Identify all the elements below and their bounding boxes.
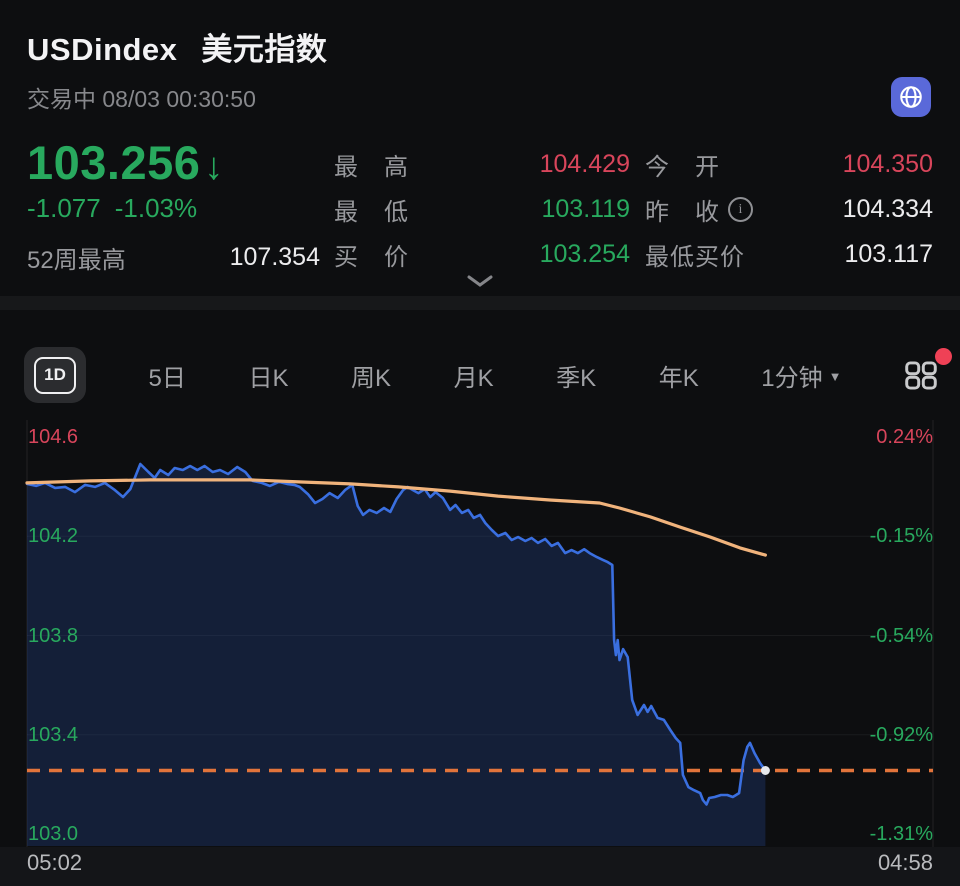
week52-label: 52周最高 [27,246,126,274]
tab-week-k[interactable]: 周K [351,364,392,392]
tab-month-k[interactable]: 月K [453,364,494,392]
y-axis-label-left: 103.0 [28,823,79,845]
y-axis-label-right: -1.31% [869,823,933,845]
y-axis-label-right: -0.54% [869,624,933,647]
time-label-start: 05:02 [27,850,83,875]
y-axis-label-left: 103.8 [28,624,79,647]
period-tabbar: 1D 5日 日K 周K 月K 季K 年K 1分钟 ▼ [24,344,953,406]
globe-icon [898,84,924,110]
y-axis-label-left: 104.2 [28,525,79,548]
time-label-end: 04:58 [877,850,933,875]
tab-1d-active[interactable]: 1D [24,347,86,403]
section-divider [0,296,960,310]
tab-5d[interactable]: 5日 [148,364,186,392]
y-axis-label-right: -0.92% [869,723,933,746]
stat-row-open: 今 开 104.350 [645,150,933,181]
y-axis-label-left: 103.4 [28,723,79,746]
trading-status: 交易中 08/03 00:30:50 [27,86,256,112]
y-axis-label-left: 104.6 [28,426,79,448]
stat-row-high: 最 高 104.429 [334,150,630,181]
chevron-down-icon: ▼ [828,368,842,384]
week52-value: 107.354 [229,242,320,271]
stats-column-2: 今 开 104.350 昨 收 i 104.334 最低买价 103.117 [645,142,933,277]
interval-dropdown[interactable]: 1分钟 ▼ [761,364,842,392]
change-value: -1.077 [27,193,101,223]
symbol-code: USDindex [27,32,178,67]
change-percent: -1.03% [114,193,198,223]
stats-column-1: 最 高 104.429 最 低 103.119 买 价 103.254 [334,142,630,277]
stat-row-prev-close: 昨 收 i 104.334 [645,195,933,226]
language-globe-button[interactable] [891,77,931,117]
tab-quarter-k[interactable]: 季K [556,364,597,392]
price-change: -1.077 -1.03% [27,193,211,224]
last-price: 103.256 ↓ [27,136,224,189]
stat-row-low: 最 低 103.119 [334,195,630,226]
grid-icon [905,360,937,390]
collapse-chevron-icon[interactable] [466,274,494,293]
symbol-name: 美元指数 [201,32,328,67]
week52-high-row: 52周最高 107.354 [27,241,320,274]
tab-day-k[interactable]: 日K [248,364,289,392]
down-arrow-icon: ↓ [204,146,224,188]
time-axis-strip [0,847,960,886]
info-icon[interactable]: i [728,197,753,222]
y-axis-label-right: 0.24% [876,426,933,448]
stat-row-lowest-bid: 最低买价 103.117 [645,240,933,271]
1d-icon: 1D [34,356,76,394]
notification-dot [935,348,953,365]
chart-layout-grid-button[interactable] [904,348,953,390]
stat-row-bid: 买 价 103.254 [334,240,630,271]
y-axis-label-right: -0.15% [869,525,933,548]
page-title: USDindex 美元指数 [27,24,327,69]
tab-year-k[interactable]: 年K [658,364,699,392]
